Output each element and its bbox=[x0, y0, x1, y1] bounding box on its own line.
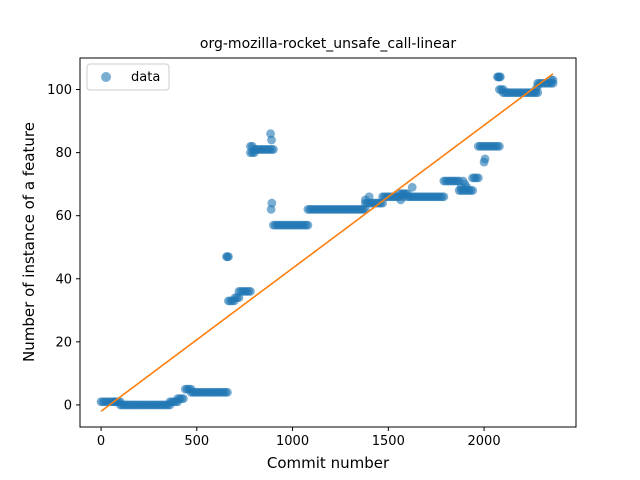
data-point bbox=[267, 135, 276, 145]
x-tick-label: 1000 bbox=[276, 434, 309, 449]
data-point bbox=[223, 387, 232, 397]
x-tick-label: 0 bbox=[97, 434, 105, 449]
legend-box bbox=[86, 63, 170, 91]
y-axis-label: Number of instance of a feature bbox=[20, 122, 38, 362]
data-point bbox=[364, 192, 374, 202]
data-point bbox=[480, 154, 490, 164]
data-point bbox=[269, 145, 278, 154]
data-point bbox=[224, 252, 233, 262]
data-point bbox=[247, 141, 257, 151]
legend: data bbox=[86, 63, 170, 91]
data-point bbox=[267, 198, 277, 208]
x-axis: 0 500 1000 1500 2000 bbox=[97, 427, 501, 449]
y-tick-label: 20 bbox=[55, 335, 72, 350]
data-point bbox=[462, 182, 472, 192]
chart-title: org-mozilla-rocket_unsafe_call-linear bbox=[200, 36, 456, 52]
y-tick-label: 0 bbox=[64, 398, 72, 413]
x-tick-label: 2000 bbox=[468, 434, 501, 449]
data-point bbox=[399, 192, 409, 202]
plot-marks bbox=[96, 72, 558, 412]
data-point bbox=[303, 220, 313, 230]
data-point bbox=[473, 173, 483, 183]
x-axis-label: Commit number bbox=[267, 454, 390, 472]
data-point bbox=[495, 141, 504, 151]
y-axis: 0 20 40 60 80 100 bbox=[47, 83, 80, 413]
y-tick-label: 60 bbox=[55, 209, 72, 224]
y-tick-label: 80 bbox=[55, 146, 72, 161]
x-tick-label: 1500 bbox=[372, 434, 405, 449]
y-tick-label: 100 bbox=[47, 83, 72, 98]
data-point bbox=[407, 182, 417, 192]
fit-line bbox=[100, 73, 554, 412]
data-point bbox=[548, 75, 558, 85]
plot-frame bbox=[79, 57, 577, 428]
data-point bbox=[495, 72, 505, 82]
legend-marker bbox=[101, 72, 111, 82]
data-point bbox=[179, 394, 188, 404]
y-tick-label: 40 bbox=[55, 272, 72, 287]
legend-label-data: data bbox=[131, 70, 160, 85]
x-tick-label: 500 bbox=[184, 434, 209, 449]
data-point bbox=[439, 192, 449, 202]
data-point bbox=[246, 286, 255, 296]
